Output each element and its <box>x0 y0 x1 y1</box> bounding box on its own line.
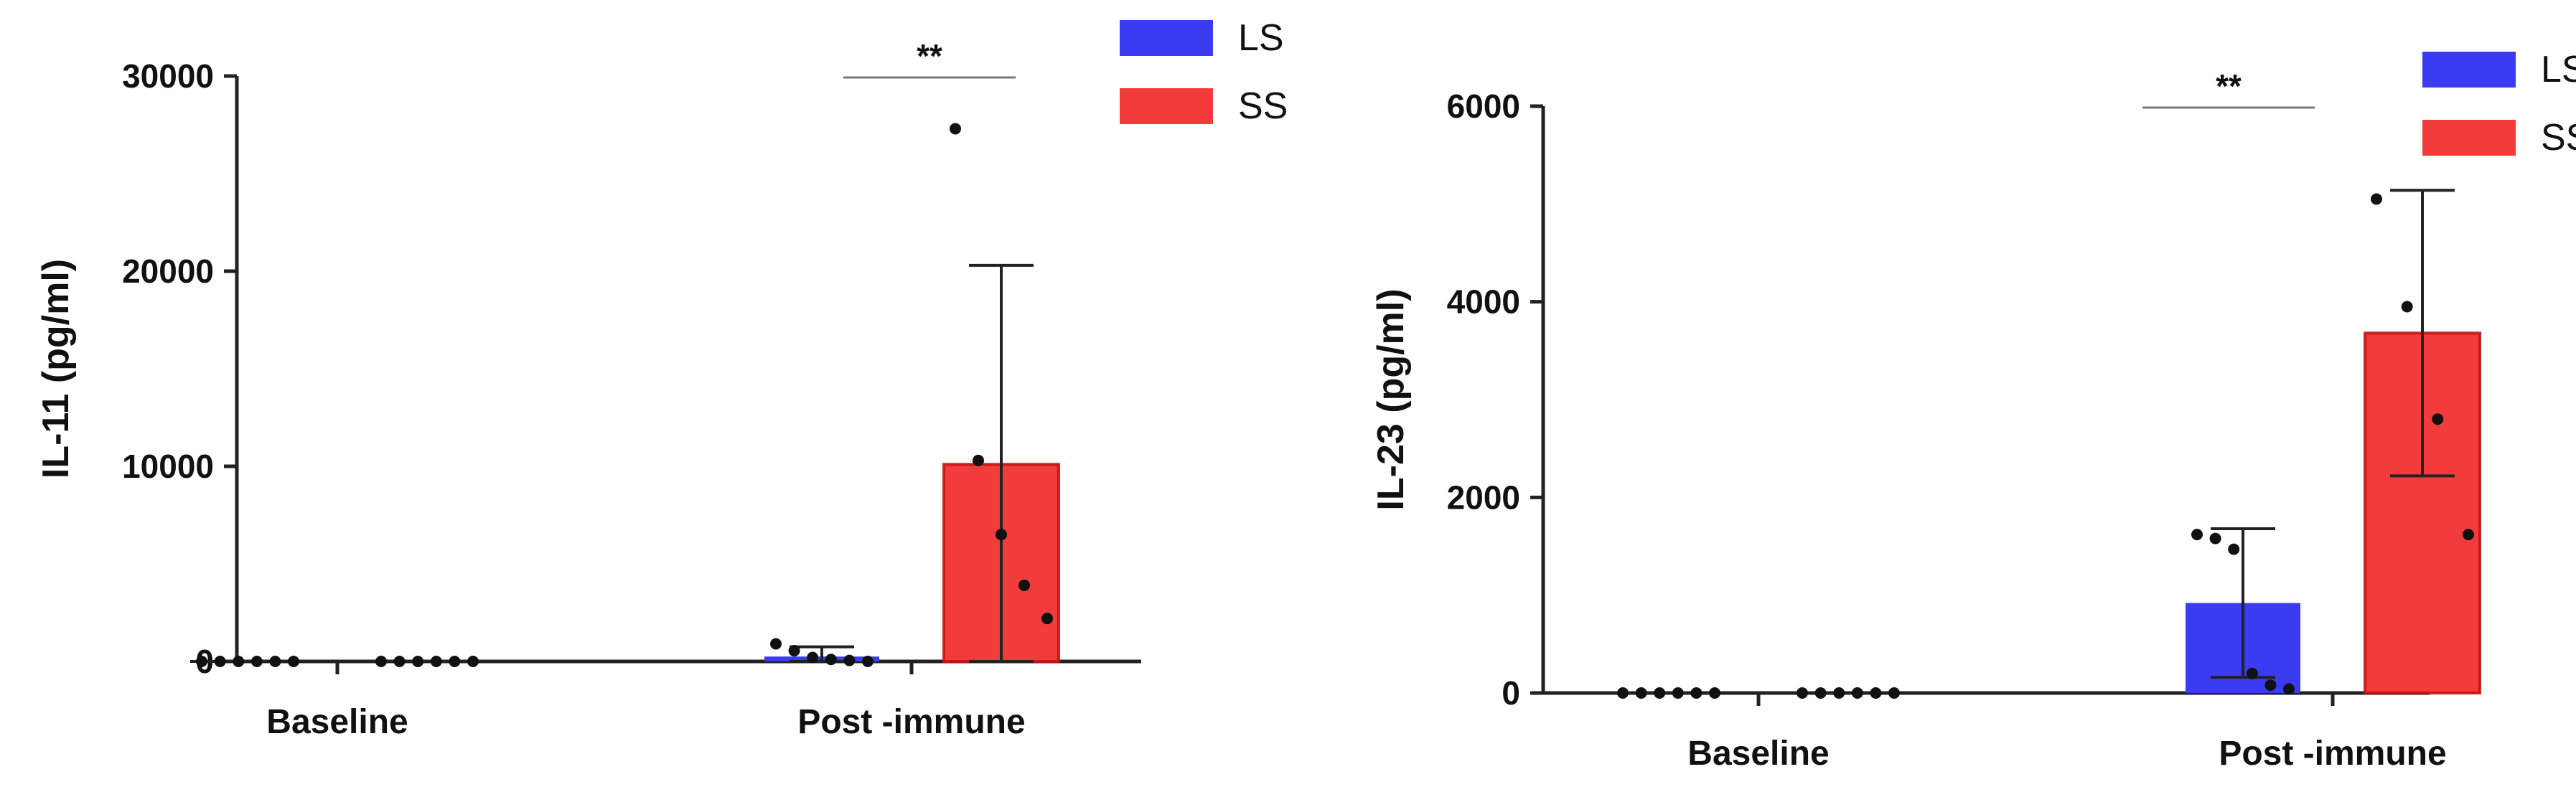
data-point <box>1654 687 1666 699</box>
data-point <box>393 656 406 667</box>
data-point <box>1888 687 1900 699</box>
y-axis-label: IL-11 (pg/ml) <box>35 259 77 478</box>
data-point <box>2191 529 2203 541</box>
data-point <box>825 654 837 666</box>
bar-ss <box>370 660 484 663</box>
x-tick-label: Baseline <box>1687 735 1829 773</box>
data-point <box>2209 532 2221 544</box>
data-point <box>973 454 984 466</box>
x-tick-label: Post -immune <box>797 703 1025 741</box>
data-point <box>2264 679 2277 692</box>
data-point <box>1833 687 1845 699</box>
legend-label-ls: LS <box>2541 49 2576 90</box>
data-point <box>449 656 461 667</box>
data-point <box>1709 687 1720 699</box>
data-point <box>2371 193 2382 205</box>
data-point <box>288 656 299 667</box>
legend-label-ss: SS <box>1238 85 1288 127</box>
data-point <box>1018 579 1030 591</box>
data-point <box>467 656 479 667</box>
data-point <box>430 656 442 667</box>
significance-label: ** <box>917 37 942 75</box>
legend-label-ls: LS <box>1238 17 1284 59</box>
bar-ls <box>1611 692 1726 694</box>
data-point <box>1851 687 1863 699</box>
x-tick-label: Post -immune <box>2219 735 2446 773</box>
data-point <box>2228 543 2240 555</box>
data-point <box>770 638 782 650</box>
legend-swatch-ss <box>1120 88 1213 124</box>
data-point <box>2246 667 2258 679</box>
legend-swatch-ss <box>2422 120 2516 156</box>
data-point <box>950 123 961 135</box>
data-point <box>250 656 263 667</box>
data-point <box>862 656 874 667</box>
y-tick-label: 2000 <box>1447 478 1520 516</box>
y-tick-label: 6000 <box>1447 88 1520 125</box>
data-point <box>1617 687 1629 699</box>
y-tick-label: 4000 <box>1447 283 1520 321</box>
y-tick-label: 30000 <box>122 57 214 95</box>
legend-swatch-ls <box>1120 20 1213 56</box>
data-point <box>807 651 819 664</box>
data-point <box>269 656 281 667</box>
data-point <box>2401 301 2413 313</box>
y-axis-label: IL-23 (pg/ml) <box>1370 288 1412 510</box>
y-tick-label: 10000 <box>122 448 214 485</box>
bar-ls <box>190 660 305 663</box>
data-point <box>375 656 387 667</box>
x-tick-label: Baseline <box>266 703 408 741</box>
data-point <box>1797 687 1808 699</box>
data-point <box>1870 687 1882 699</box>
data-point <box>233 656 245 667</box>
significance-label: ** <box>2216 67 2242 105</box>
bar-ss <box>1791 692 1906 694</box>
data-point <box>1041 613 1053 625</box>
data-point <box>196 656 207 667</box>
legend-swatch-ls <box>2422 52 2516 88</box>
data-point <box>2463 529 2474 541</box>
data-point <box>996 529 1007 541</box>
chart-panel-1: 0100002000030000IL-11 (pg/ml)BaselinePos… <box>35 17 1288 741</box>
chart-panel-2: 0 2000 4000 6000 IL-23 (pg/ml) Baseline Post -… <box>1370 49 2576 773</box>
data-point <box>843 654 856 666</box>
data-point <box>788 645 800 657</box>
y-tick-label: 0 <box>1502 674 1520 712</box>
data-point <box>1635 687 1647 699</box>
data-point <box>2283 683 2295 695</box>
data-point <box>214 656 226 667</box>
legend-label-ss: SS <box>2541 117 2576 159</box>
data-point <box>2432 413 2444 425</box>
data-point <box>1672 687 1684 699</box>
y-tick-label: 20000 <box>122 253 214 290</box>
data-point <box>412 656 424 667</box>
data-point <box>1814 687 1827 699</box>
data-point <box>1690 687 1702 699</box>
